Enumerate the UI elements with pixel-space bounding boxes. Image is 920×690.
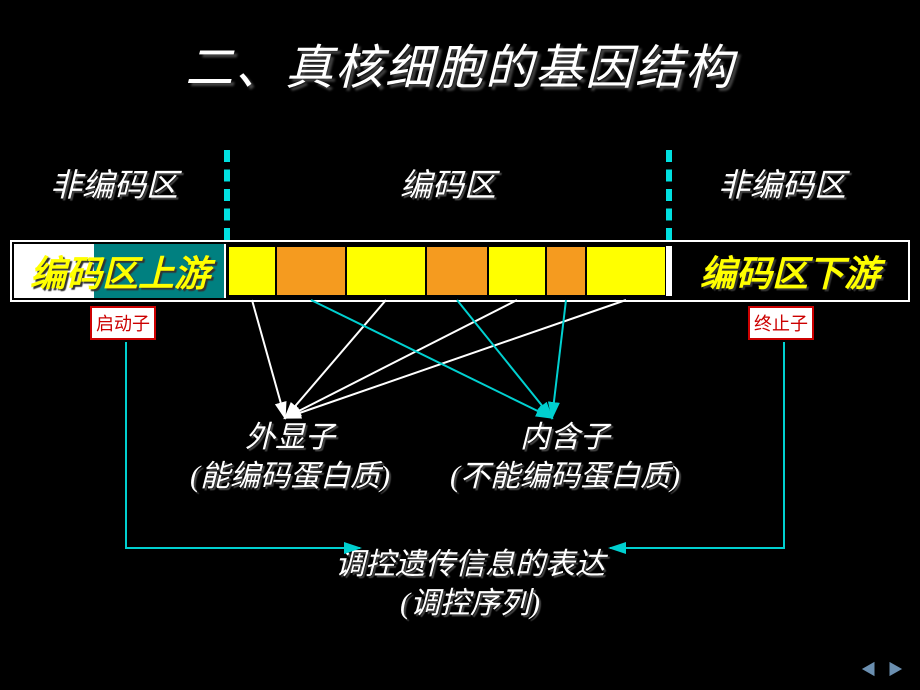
exon-segment	[346, 246, 426, 296]
region-label-mid: 编码区	[400, 160, 496, 206]
terminator-tag: 终止子	[748, 306, 814, 340]
downstream-box: 编码区下游	[672, 242, 908, 300]
upstream-text: 编码区上游	[30, 245, 210, 297]
slide-title: 二、真核细胞的基因结构	[0, 28, 920, 98]
regulation-desc: 调控遗传信息的表达 (调控序列)	[300, 545, 640, 623]
exon-desc-sub: (能编码蛋白质)	[170, 457, 410, 496]
intron-segment	[426, 246, 488, 296]
promoter-tag: 启动子	[90, 306, 156, 340]
intron-segment	[546, 246, 586, 296]
nav-prev-button[interactable]	[856, 658, 880, 680]
region-label-left: 非编码区	[50, 160, 178, 206]
exon-segment	[586, 246, 666, 296]
nav-next-button[interactable]	[884, 658, 908, 680]
exon-desc-title: 外显子	[170, 418, 410, 457]
exon-segment	[488, 246, 546, 296]
intron-desc: 内含子 (不能编码蛋白质)	[445, 418, 685, 496]
intron-segment	[276, 246, 346, 296]
dash-right	[666, 150, 672, 240]
intron-desc-sub: (不能编码蛋白质)	[445, 457, 685, 496]
exon-desc: 外显子 (能编码蛋白质)	[170, 418, 410, 496]
dash-left	[224, 150, 230, 240]
downstream-text: 编码区下游	[700, 245, 880, 297]
reg-line1: 调控遗传信息的表达	[300, 545, 640, 584]
exon-segment	[228, 246, 276, 296]
upstream-box: 编码区上游	[12, 242, 228, 300]
intron-desc-title: 内含子	[445, 418, 685, 457]
region-label-right: 非编码区	[718, 160, 846, 206]
reg-line2: (调控序列)	[300, 584, 640, 623]
